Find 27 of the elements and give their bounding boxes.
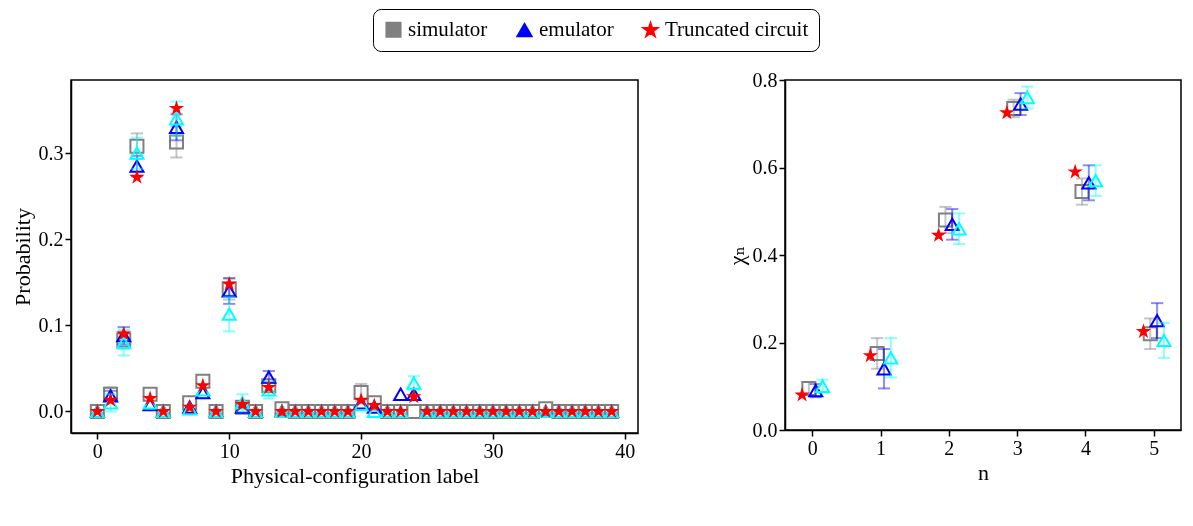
legend-label: simulator — [408, 16, 488, 41]
x-tick-label: 0 — [92, 439, 103, 462]
y-tick-label: 0.8 — [752, 68, 778, 91]
x-tick-label: 10 — [219, 439, 240, 462]
y-tick-label: 0.1 — [38, 313, 64, 336]
legend-label: emulator — [539, 17, 614, 42]
x-axis-title: n — [978, 459, 989, 485]
y-tick-label: 0.6 — [752, 156, 778, 178]
y-axis-title: χₙ — [723, 245, 749, 267]
x-tick-label: 4 — [1080, 436, 1091, 459]
x-tick-label: 2 — [944, 436, 955, 459]
x-tick-label: 30 — [483, 439, 504, 462]
y-tick-label: 0.4 — [752, 243, 778, 266]
y-tick-label: 0.2 — [38, 227, 64, 250]
x-tick-label: 20 — [351, 439, 372, 462]
y-tick-label: 0.0 — [38, 399, 64, 422]
y-tick-label: 0.3 — [38, 141, 64, 164]
x-tick-label: 0 — [807, 436, 818, 459]
legend-label: Truncated circuit — [665, 17, 809, 42]
x-tick-label: 5 — [1149, 436, 1160, 459]
y-axis-title: Probability — [9, 208, 35, 306]
x-tick-label: 3 — [1012, 436, 1023, 459]
y-tick-label: 0.0 — [752, 418, 778, 441]
y-tick-label: 0.2 — [752, 331, 778, 353]
x-axis-title: Physical-configuration label — [230, 462, 480, 488]
x-tick-label: 1 — [876, 436, 887, 459]
x-tick-label: 40 — [615, 439, 636, 462]
